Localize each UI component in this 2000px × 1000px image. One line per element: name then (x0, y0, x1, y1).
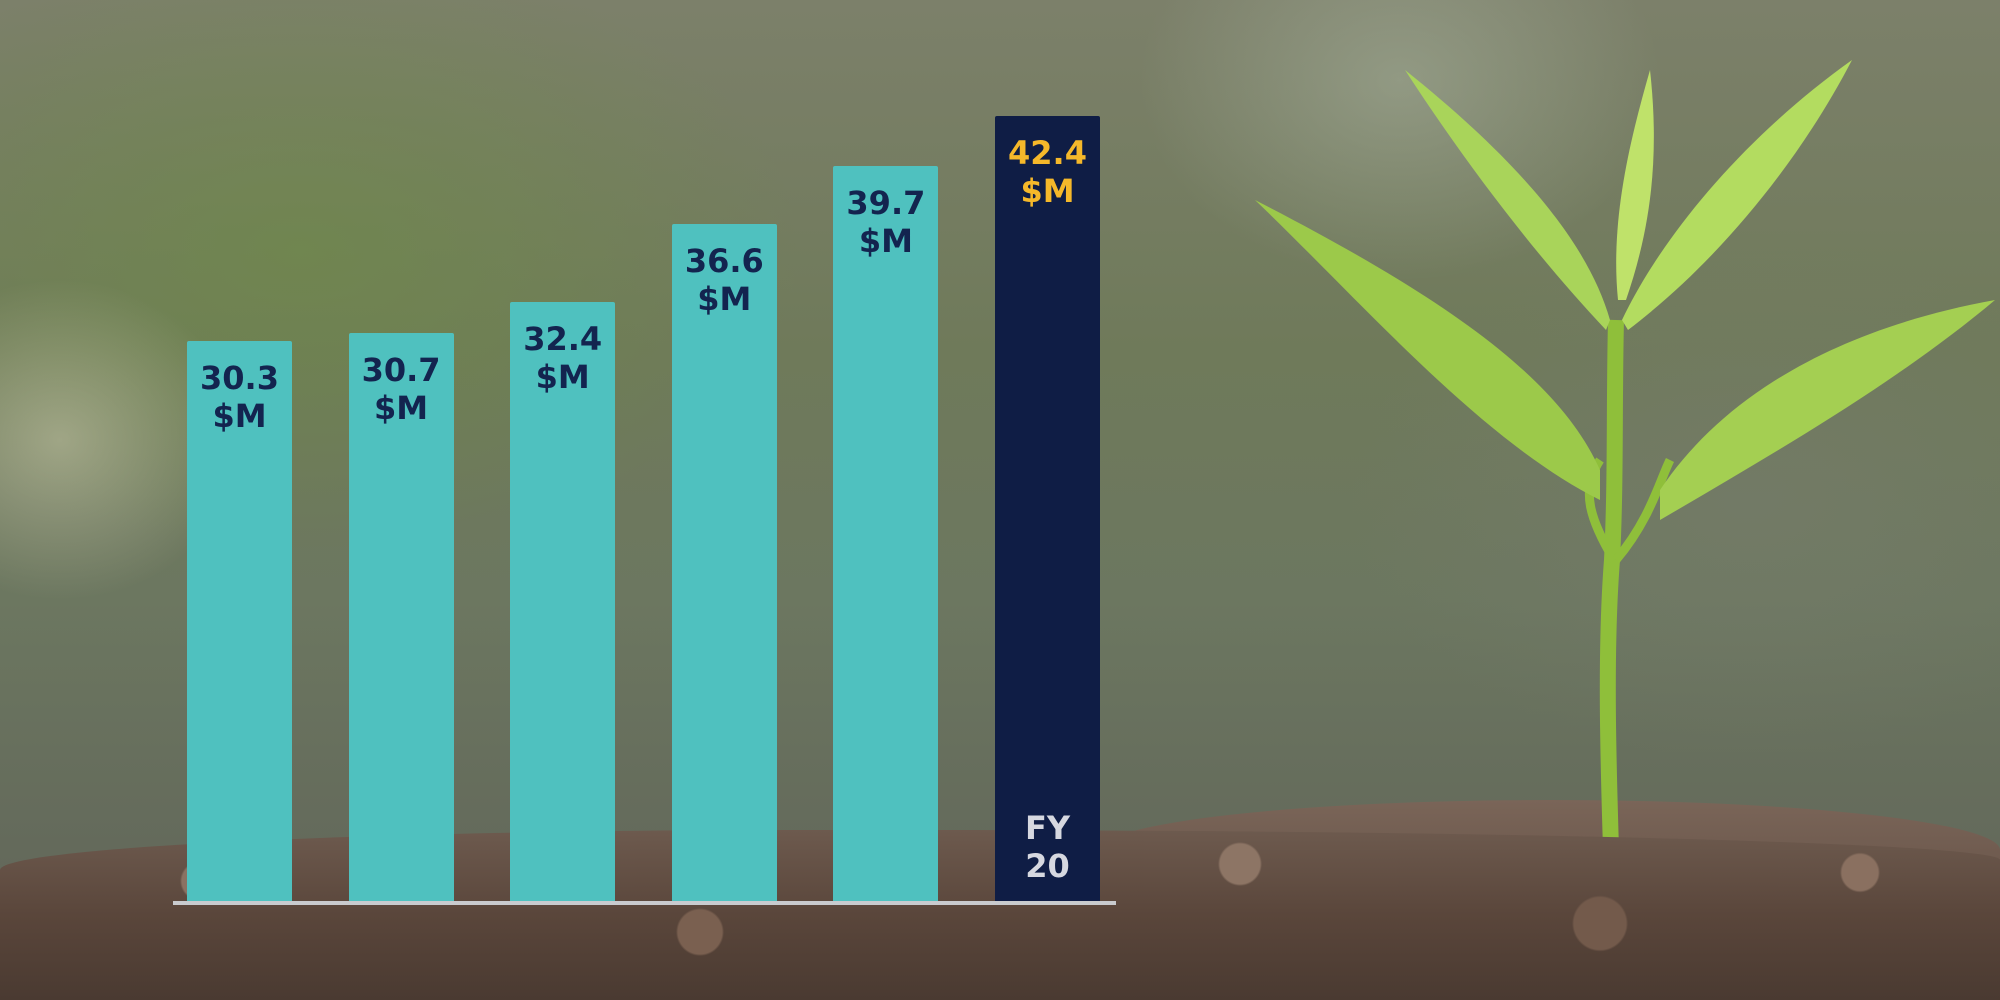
bar: 42.4 $M FY 20 (995, 116, 1100, 903)
value-label: 36.6 $M (684, 241, 764, 318)
value-label: 39.7 $M (846, 184, 926, 261)
category-label: FY 20 (1024, 808, 1071, 885)
bar: 39.7 $M (833, 166, 939, 903)
value-label: 42.4 $M (1008, 134, 1087, 211)
baseline (173, 901, 1116, 905)
bar: 32.4 $M (510, 301, 616, 903)
value-label: 30.7 $M (361, 351, 441, 428)
bar: 36.6 $M (671, 223, 777, 903)
bar: 30.3 $M (187, 340, 292, 903)
value-label: 32.4 $M (523, 319, 603, 396)
bar: 30.7 $M (348, 333, 454, 903)
value-label: 30.3 $M (200, 358, 279, 435)
